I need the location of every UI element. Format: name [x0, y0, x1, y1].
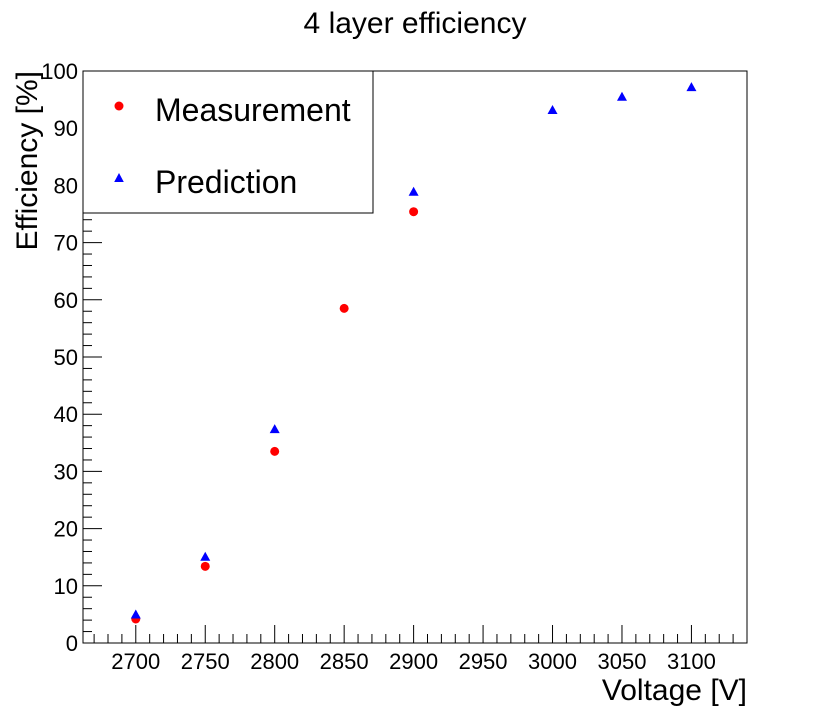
y-tick-label: 60: [54, 288, 78, 313]
x-tick-label: 2900: [389, 649, 438, 674]
measurement-point: [339, 303, 349, 313]
x-tick-label: 3100: [667, 649, 716, 674]
y-tick-label: 90: [54, 116, 78, 141]
legend-prediction-label: Prediction: [155, 164, 297, 200]
legend: Measurement Prediction: [82, 70, 374, 214]
y-tick-label: 30: [54, 459, 78, 484]
y-tick-label: 70: [54, 231, 78, 256]
y-tick-label: 100: [41, 59, 78, 84]
x-tick-label: 2800: [250, 649, 299, 674]
y-tick-label: 0: [66, 631, 78, 656]
prediction-point: [686, 82, 697, 92]
x-tick-label: 2950: [459, 649, 508, 674]
y-tick-label: 50: [54, 345, 78, 370]
prediction-point: [408, 186, 419, 196]
x-axis-label: Voltage [V]: [602, 674, 747, 707]
y-tick-label: 80: [54, 173, 78, 198]
measurement-point: [409, 207, 419, 217]
prediction-point: [200, 551, 211, 561]
data-markers: [130, 82, 697, 624]
y-tick-label: 40: [54, 402, 78, 427]
legend-measurement-label: Measurement: [155, 92, 351, 128]
measurement-point: [270, 446, 280, 456]
legend-box: [82, 70, 374, 214]
legend-prediction-marker: [114, 173, 124, 182]
measurement-point: [200, 561, 210, 571]
x-tick-label: 3000: [528, 649, 577, 674]
prediction-point: [616, 91, 627, 101]
chart-title: 4 layer efficiency: [304, 7, 527, 40]
prediction-point: [130, 609, 141, 619]
y-axis: 0 10 20 30 40 50 60 70 80 90 100: [41, 59, 102, 656]
x-tick-label: 2850: [320, 649, 369, 674]
x-tick-label: 2750: [181, 649, 230, 674]
legend-measurement-marker: [114, 101, 124, 111]
x-tick-label: 3050: [598, 649, 647, 674]
y-tick-label: 20: [54, 517, 78, 542]
y-tick-label: 10: [54, 574, 78, 599]
prediction-point: [547, 104, 558, 114]
prediction-point: [269, 424, 280, 434]
y-axis-label: Efficiency [%]: [11, 71, 44, 251]
x-axis: 2700 2750 2800 2850 2900 2950 3000 3050 3100: [93, 625, 748, 674]
x-tick-label: 2700: [111, 649, 160, 674]
